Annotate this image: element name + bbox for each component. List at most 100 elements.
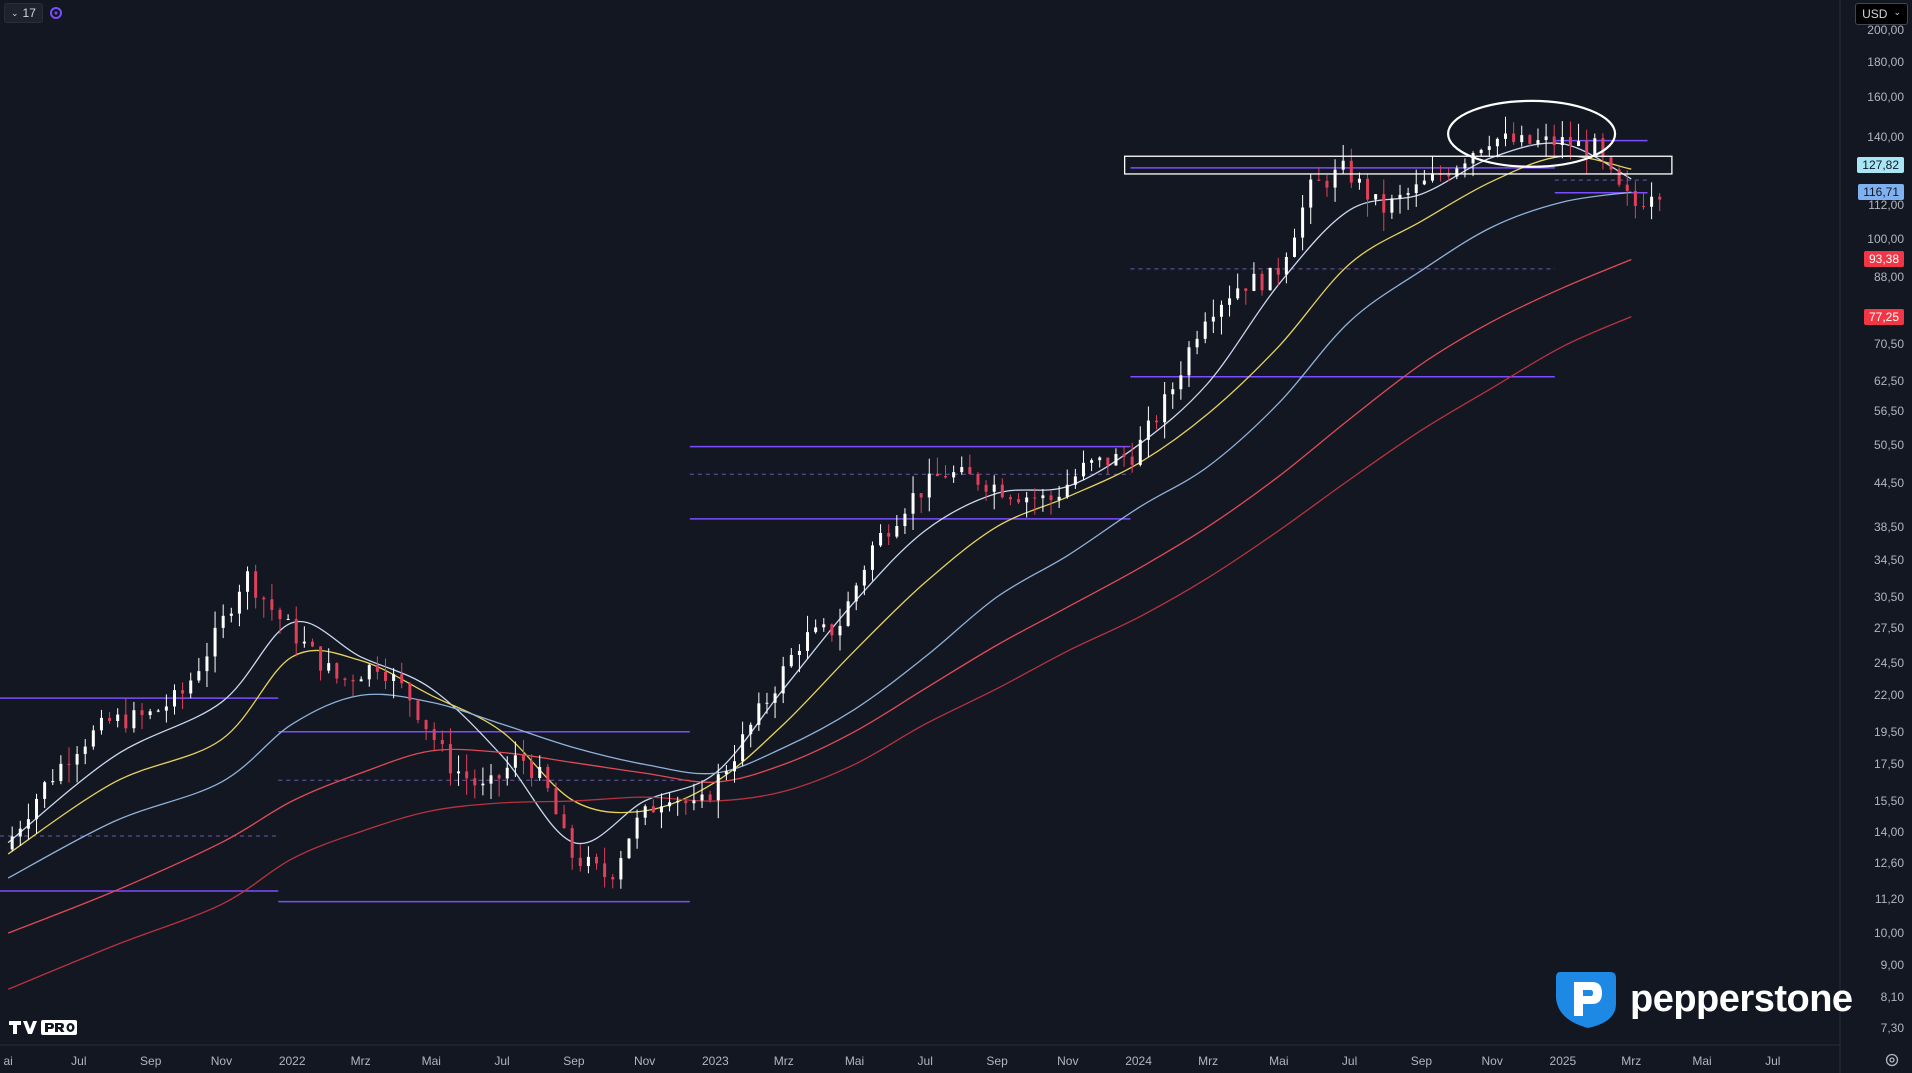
candle-body bbox=[1146, 420, 1150, 440]
candle-body bbox=[968, 467, 972, 475]
candle-body bbox=[765, 702, 769, 704]
time-tick-label: Mai bbox=[844, 1054, 865, 1068]
candle-body bbox=[1625, 184, 1629, 191]
candle-body bbox=[432, 729, 436, 741]
candle-body bbox=[1406, 193, 1410, 195]
candle-body bbox=[221, 615, 225, 628]
candle-body bbox=[319, 646, 323, 671]
candle-body bbox=[270, 599, 274, 610]
candle-body bbox=[457, 771, 461, 774]
time-tick-label: Nov bbox=[1481, 1054, 1503, 1068]
price-tick-label: 14,00 bbox=[1873, 824, 1904, 839]
price-tick-label: 88,00 bbox=[1873, 270, 1904, 285]
candle-body bbox=[1633, 190, 1637, 206]
candle-body bbox=[465, 771, 469, 779]
candle-body bbox=[1398, 194, 1402, 199]
candle-body bbox=[1187, 347, 1191, 376]
candle-body bbox=[1155, 420, 1159, 423]
candle-body bbox=[822, 624, 826, 628]
candle-body bbox=[773, 693, 777, 703]
candle-body bbox=[530, 760, 534, 778]
candle-body bbox=[1650, 196, 1654, 207]
time-tick-label: Sep bbox=[140, 1054, 162, 1068]
time-tick-label: Jul bbox=[1341, 1054, 1358, 1068]
current-price-label: 77,25 bbox=[1863, 308, 1904, 325]
moving-average-line bbox=[7, 142, 1632, 845]
candle-body bbox=[132, 710, 136, 729]
candle-body bbox=[172, 690, 176, 707]
candle-body bbox=[1025, 497, 1029, 503]
candle-body bbox=[497, 775, 501, 779]
candle-body bbox=[1601, 138, 1605, 158]
price-tick-label: 30,50 bbox=[1873, 589, 1904, 604]
candle-body bbox=[1203, 321, 1207, 339]
candle-body bbox=[554, 788, 558, 815]
currency-selector[interactable]: USD ⌄ bbox=[1855, 3, 1908, 25]
candle-body bbox=[1609, 157, 1613, 170]
candle-body bbox=[440, 740, 444, 745]
candle-body bbox=[164, 706, 168, 711]
candle-body bbox=[1081, 462, 1085, 477]
candle-body bbox=[1366, 178, 1370, 200]
time-tick-label: 2024 bbox=[1125, 1054, 1152, 1068]
candle-body bbox=[59, 763, 63, 781]
candle-body bbox=[952, 472, 956, 478]
candle-body bbox=[1276, 267, 1280, 275]
price-tick-label: 19,50 bbox=[1873, 724, 1904, 739]
candle-body bbox=[1568, 137, 1572, 147]
candle-body bbox=[156, 710, 160, 712]
candle-body bbox=[1382, 194, 1386, 213]
price-tick-label: 100,00 bbox=[1867, 231, 1904, 246]
candle-body bbox=[473, 778, 477, 786]
candle-body bbox=[1585, 141, 1589, 156]
candle-body bbox=[294, 619, 298, 644]
chevron-down-icon: ⌄ bbox=[11, 7, 19, 18]
candle-body bbox=[10, 836, 14, 850]
candle-body bbox=[1536, 140, 1540, 144]
candle-body bbox=[1333, 169, 1337, 188]
price-tick-label: 112,00 bbox=[1868, 197, 1904, 212]
price-tick-label: 22,00 bbox=[1873, 688, 1904, 703]
candle-body bbox=[375, 664, 379, 672]
candle-body bbox=[1179, 375, 1183, 390]
sync-icon[interactable] bbox=[49, 6, 63, 20]
price-tick-label: 38,50 bbox=[1873, 519, 1904, 534]
candle-body bbox=[302, 641, 306, 644]
candle-body bbox=[789, 654, 793, 667]
price-tick-label: 180,00 bbox=[1867, 54, 1904, 69]
candle-body bbox=[992, 484, 996, 492]
candle-body bbox=[1528, 135, 1532, 144]
candle-body bbox=[570, 828, 574, 858]
resistance-zone-rectangle bbox=[1123, 155, 1673, 175]
candle-body bbox=[1163, 394, 1167, 423]
candle-body bbox=[75, 754, 79, 765]
candle-body bbox=[278, 609, 282, 620]
settings-icon[interactable] bbox=[1884, 1052, 1900, 1068]
current-price-label: 116,71 bbox=[1858, 184, 1904, 201]
candle-body bbox=[1114, 453, 1118, 466]
candle-body bbox=[1301, 207, 1305, 238]
candle-body bbox=[1317, 179, 1321, 181]
candle-body bbox=[116, 714, 120, 721]
candle-body bbox=[1252, 273, 1256, 291]
candle-body bbox=[1138, 439, 1142, 465]
time-tick-label: Mai bbox=[421, 1054, 441, 1068]
candle-body bbox=[749, 724, 753, 735]
candle-body bbox=[619, 858, 623, 880]
candle-body bbox=[1268, 267, 1272, 291]
time-tick-label: Jul bbox=[494, 1054, 510, 1068]
candle-body bbox=[1357, 178, 1361, 183]
pepperstone-icon bbox=[1556, 972, 1616, 1028]
candle-body bbox=[887, 532, 891, 537]
candle-body bbox=[1195, 338, 1199, 348]
candle-body bbox=[1560, 137, 1564, 146]
candle-body bbox=[578, 857, 582, 867]
candle-body bbox=[246, 571, 250, 592]
interval-button[interactable]: ⌄ 17 bbox=[4, 3, 43, 23]
candle-body bbox=[197, 671, 201, 681]
price-tick-label: 44,50 bbox=[1873, 475, 1904, 490]
candle-body bbox=[1512, 133, 1516, 143]
candle-body bbox=[1033, 497, 1037, 499]
candle-body bbox=[692, 800, 696, 804]
